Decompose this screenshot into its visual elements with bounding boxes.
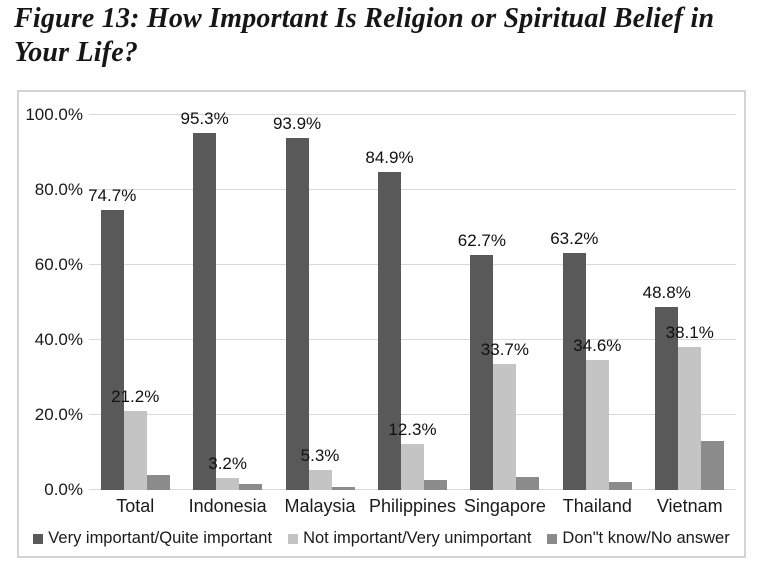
legend-swatch-icon <box>547 533 558 544</box>
bar-group-malaysia: 93.9% 5.3% <box>273 114 366 490</box>
bar-series3-indonesia <box>239 484 263 490</box>
bar-value-label: 62.7% <box>457 230 506 250</box>
bar-series3-malaysia <box>331 487 355 490</box>
bar-group-singapore: 62.7% 33.7% <box>458 115 551 490</box>
legend-swatch-icon <box>288 533 299 544</box>
x-axis-label-total: Total <box>116 496 155 516</box>
bar-group-vietnam: 48.8% 38.1% <box>643 115 736 490</box>
legend-swatch-icon <box>33 533 44 544</box>
chart-container: 100.0% 80.0% 60.0% 40.0% 20.0% 0.0% 74.7% 21.2… <box>17 90 746 558</box>
bar-series1-malaysia: 93.9% <box>273 114 321 490</box>
bar-groups: 74.7% 21.2% 95.3% 3.2% 93.9% 5.3% 84.9% 12.3% 62… <box>88 109 736 490</box>
gridline-60 <box>89 264 736 265</box>
bar-value-label: 38.1% <box>665 323 714 343</box>
bar-value-label: 93.9% <box>272 113 322 133</box>
bar-value-label: 63.2% <box>550 229 599 248</box>
bar-series2-malaysia: 5.3% <box>301 446 339 490</box>
legend-label: Very important/Quite important <box>48 529 273 547</box>
bar-value-label: 48.8% <box>642 283 691 302</box>
bar-series1-vietnam: 48.8% <box>643 283 691 490</box>
bar-value-label: 34.6% <box>573 336 622 356</box>
bar-group-indonesia: 95.3% 3.2% <box>181 109 273 490</box>
legend-label: Don"t know/No answer <box>562 529 730 547</box>
bar-group-total: 74.7% 21.2% <box>88 115 181 490</box>
bar-value-label: 33.7% <box>480 339 529 359</box>
y-tick-label: 0.0% <box>44 480 83 499</box>
y-tick-label: 20.0% <box>34 405 83 424</box>
legend-item-2: Not important/Very unimportant <box>288 529 531 548</box>
x-axis-label-vietnam: Vietnam <box>656 496 723 516</box>
bar-series3-philippines <box>423 479 447 490</box>
plot-area: 74.7% 21.2% 95.3% 3.2% 93.9% 5.3% 84.9% 12.3% 62… <box>88 109 736 490</box>
bar-series3-total <box>146 474 170 490</box>
bar-series3-thailand <box>608 481 632 490</box>
bar-value-label: 95.3% <box>180 108 229 128</box>
legend-label: Not important/Very unimportant <box>303 529 532 547</box>
bar-value-label: 21.2% <box>111 386 160 406</box>
bar-value-label: 3.2% <box>208 454 247 473</box>
legend-item-3: Don"t know/No answer <box>547 529 730 548</box>
bar-series2-singapore: 33.7% <box>481 340 529 490</box>
x-axis-label-philippines: Philippines <box>368 496 456 516</box>
bar-series1-total: 74.7% <box>88 186 136 490</box>
gridline-40 <box>89 339 736 340</box>
bar-series2-philippines: 12.3% <box>388 420 437 490</box>
gridline-20 <box>89 414 736 415</box>
x-axis-label-singapore: Singapore <box>463 496 546 516</box>
x-axis: Total Indonesia Malaysia Philippines Singapo… <box>89 496 736 517</box>
bar-value-label: 12.3% <box>388 419 437 439</box>
bar-series3-singapore <box>516 476 540 490</box>
bar-series2-indonesia: 3.2% <box>208 454 247 490</box>
x-axis-label-indonesia: Indonesia <box>188 496 267 516</box>
gridline-100 <box>89 114 736 115</box>
bar-series2-total: 21.2% <box>111 387 159 490</box>
bar-series2-vietnam: 38.1% <box>666 323 714 490</box>
bar-value-label: 84.9% <box>365 147 414 167</box>
bar-group-philippines: 84.9% 12.3% <box>365 115 458 490</box>
bar-series2-thailand: 34.6% <box>573 336 621 490</box>
bar-series1-singapore: 62.7% <box>458 231 506 490</box>
y-axis: 100.0% 80.0% 60.0% 40.0% 20.0% 0.0% <box>25 106 85 499</box>
bar-value-label: 74.7% <box>88 185 137 205</box>
bar-series1-philippines: 84.9% <box>365 148 414 490</box>
legend: Very important/Quite important Not import… <box>19 529 744 548</box>
bar-series3-vietnam <box>701 440 725 490</box>
bar-series1-indonesia: 95.3% <box>181 109 229 490</box>
y-tick-label: 80.0% <box>34 180 83 199</box>
bar-group-thailand: 63.2% 34.6% <box>550 115 643 490</box>
gridline-80 <box>89 189 736 190</box>
figure-title: Figure 13: How Important Is Religion or … <box>14 3 715 68</box>
y-tick-label: 60.0% <box>34 255 83 274</box>
bar-value-label: 5.3% <box>300 446 340 466</box>
x-axis-label-malaysia: Malaysia <box>284 496 356 516</box>
bar-series1-thailand: 63.2% <box>550 229 598 490</box>
x-axis-label-thailand: Thailand <box>562 496 632 516</box>
y-tick-label: 100.0% <box>25 105 83 124</box>
legend-item-1: Very important/Quite important <box>33 529 272 548</box>
y-tick-label: 40.0% <box>34 330 83 349</box>
